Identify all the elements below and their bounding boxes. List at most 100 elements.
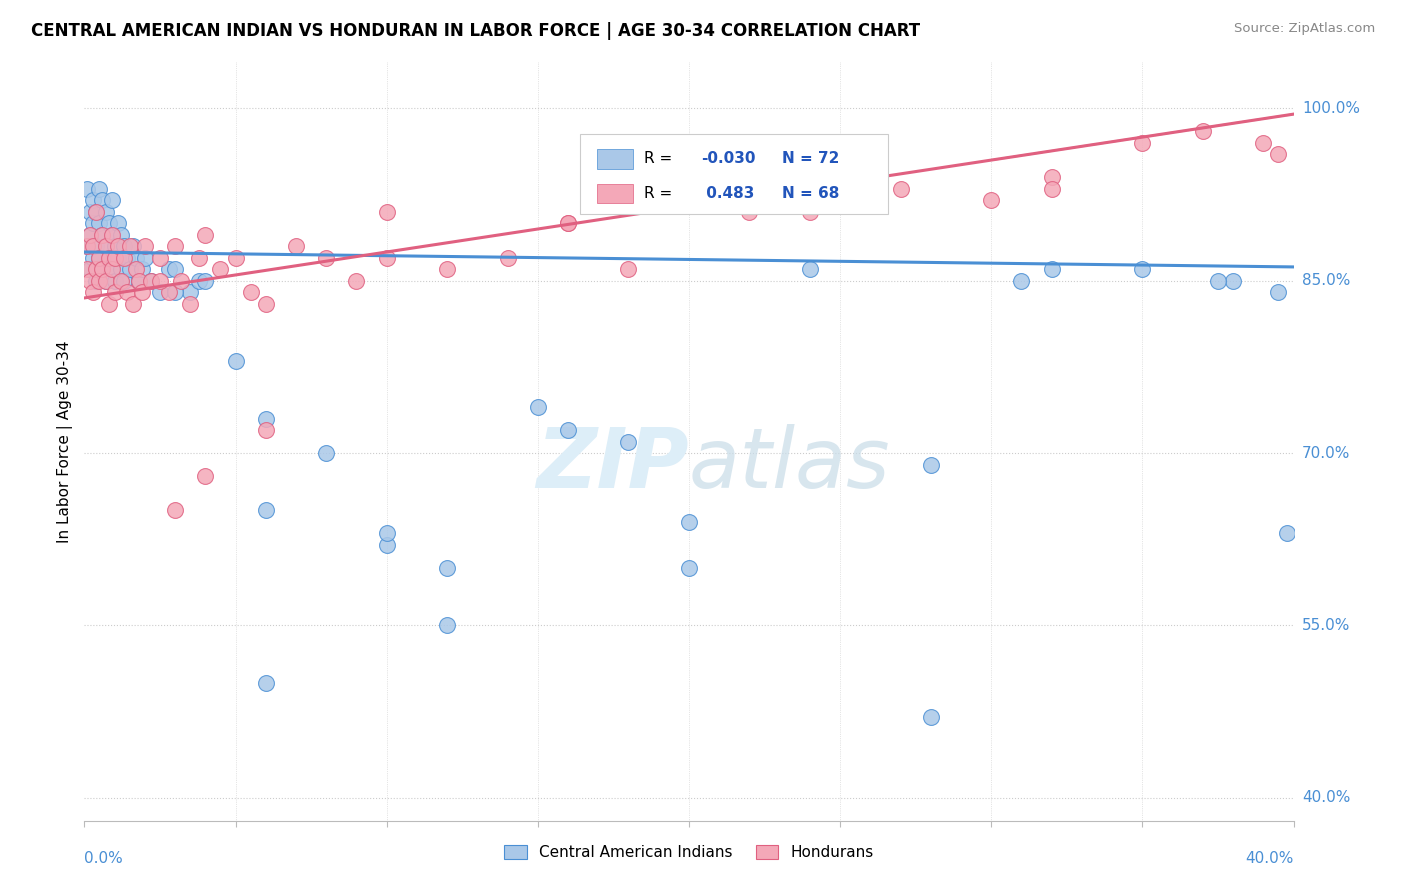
Point (165, 262, 187, 277)
FancyBboxPatch shape (581, 135, 889, 214)
Point (118, 262, 141, 277)
Text: -0.030: -0.030 (702, 152, 755, 166)
Point (79, 227, 101, 242)
Text: 70.0%: 70.0% (1302, 445, 1350, 460)
Point (112, 251, 135, 265)
Point (91, 194, 114, 208)
Point (131, 285, 153, 300)
Text: 0.0%: 0.0% (84, 851, 124, 866)
Point (112, 274, 135, 288)
Point (188, 274, 211, 288)
Point (115, 251, 138, 265)
Point (436, 618, 458, 632)
Text: N = 72: N = 72 (782, 152, 839, 166)
Point (104, 274, 127, 288)
Point (86, 262, 108, 277)
Text: 100.0%: 100.0% (1302, 101, 1360, 116)
Point (107, 251, 129, 265)
Point (149, 285, 172, 300)
Point (139, 274, 162, 288)
Text: 85.0%: 85.0% (1302, 273, 1350, 288)
Point (980, 194, 1002, 208)
Point (678, 561, 700, 575)
Point (91, 262, 114, 277)
Point (100, 262, 122, 277)
Point (82, 216, 104, 230)
Point (100, 227, 122, 242)
Point (165, 285, 187, 300)
Point (79, 262, 101, 277)
Point (107, 216, 129, 230)
Point (1011, 274, 1033, 288)
Point (920, 458, 942, 472)
Point (86, 204, 108, 219)
Point (254, 296, 277, 310)
Point (100, 227, 122, 242)
Point (375, 538, 398, 552)
Point (121, 239, 143, 253)
Point (134, 239, 156, 253)
Point (557, 423, 579, 437)
Point (165, 503, 187, 517)
Point (104, 251, 127, 265)
Point (188, 251, 211, 265)
Text: ZIP: ZIP (536, 424, 689, 505)
Point (239, 285, 262, 300)
Point (149, 251, 172, 265)
Point (89, 274, 111, 288)
Point (86, 204, 108, 219)
Legend: Central American Indians, Hondurans: Central American Indians, Hondurans (498, 838, 880, 866)
Point (86, 239, 108, 253)
Point (285, 239, 308, 253)
Point (89, 182, 111, 196)
Point (82, 239, 104, 253)
Y-axis label: In Labor Force | Age 30-34: In Labor Force | Age 30-34 (58, 340, 73, 543)
Point (82, 251, 104, 265)
Point (1192, 124, 1215, 138)
Point (617, 434, 640, 449)
Point (557, 216, 579, 230)
Point (121, 296, 143, 310)
Point (254, 503, 277, 517)
Point (157, 285, 180, 300)
Point (1267, 147, 1289, 161)
Point (209, 262, 232, 277)
Point (375, 204, 398, 219)
Point (194, 227, 217, 242)
Point (79, 204, 101, 219)
Point (225, 354, 247, 368)
Point (76, 182, 98, 196)
Point (97, 216, 120, 230)
Point (194, 274, 217, 288)
Point (375, 251, 398, 265)
Point (738, 204, 761, 219)
Point (104, 285, 127, 300)
Point (170, 274, 193, 288)
Point (1277, 526, 1299, 541)
Point (830, 159, 852, 173)
Point (157, 262, 180, 277)
Point (1040, 182, 1063, 196)
Point (139, 274, 162, 288)
Point (82, 194, 104, 208)
Point (112, 239, 135, 253)
Point (125, 251, 148, 265)
Point (890, 182, 912, 196)
Point (179, 296, 201, 310)
Point (91, 262, 114, 277)
Point (1040, 262, 1063, 277)
Point (94, 239, 117, 253)
Point (97, 296, 120, 310)
Point (1222, 274, 1244, 288)
Text: 40.0%: 40.0% (1246, 851, 1294, 866)
Point (799, 262, 821, 277)
Point (86, 274, 108, 288)
Point (1130, 136, 1153, 150)
Point (107, 239, 129, 253)
Point (79, 227, 101, 242)
Point (76, 239, 98, 253)
Point (149, 274, 172, 288)
Text: N = 68: N = 68 (782, 186, 839, 201)
Point (125, 262, 148, 277)
Point (134, 251, 156, 265)
